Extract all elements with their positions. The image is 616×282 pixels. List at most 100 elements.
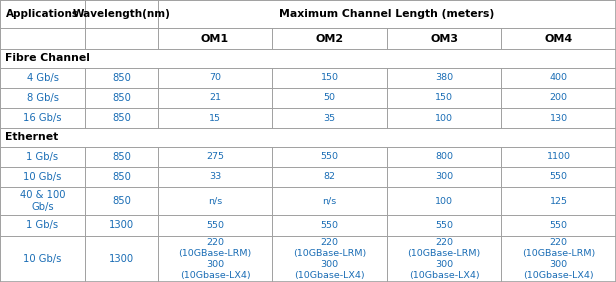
Bar: [158, 215, 272, 235]
Text: 850: 850: [112, 113, 131, 123]
Bar: [387, 187, 501, 215]
Text: 1300: 1300: [109, 254, 134, 264]
Bar: [501, 88, 616, 108]
Text: 130: 130: [549, 114, 568, 122]
Bar: [501, 28, 616, 49]
Bar: [0, 167, 85, 187]
Text: 1 Gb/s: 1 Gb/s: [26, 221, 59, 230]
Text: 850: 850: [112, 196, 131, 206]
Bar: [272, 88, 387, 108]
Bar: [0, 128, 616, 147]
Bar: [158, 28, 272, 49]
Text: 40 & 100
Gb/s: 40 & 100 Gb/s: [20, 190, 65, 212]
Text: OM3: OM3: [430, 34, 458, 44]
Text: 850: 850: [112, 93, 131, 103]
Bar: [272, 28, 387, 49]
Text: 10 Gb/s: 10 Gb/s: [23, 254, 62, 264]
Bar: [158, 0, 616, 28]
Bar: [501, 108, 616, 128]
Text: 800: 800: [435, 152, 453, 161]
Text: OM1: OM1: [201, 34, 229, 44]
Text: 850: 850: [112, 152, 131, 162]
Bar: [158, 68, 272, 88]
Bar: [0, 215, 85, 235]
Bar: [272, 167, 387, 187]
Text: Wavelength(nm): Wavelength(nm): [73, 9, 170, 19]
Bar: [0, 49, 616, 68]
Text: Applications: Applications: [6, 9, 79, 19]
Bar: [387, 167, 501, 187]
Bar: [501, 68, 616, 88]
Text: Ethernet: Ethernet: [5, 132, 58, 142]
Bar: [158, 147, 272, 167]
Bar: [272, 108, 387, 128]
Text: 70: 70: [209, 73, 221, 82]
Bar: [85, 88, 158, 108]
Bar: [387, 108, 501, 128]
Text: Fibre Channel: Fibre Channel: [5, 53, 90, 63]
Bar: [158, 235, 272, 282]
Bar: [85, 68, 158, 88]
Text: 550: 550: [320, 152, 339, 161]
Text: 220
(10GBase-LRM)
300
(10Gbase-LX4): 220 (10GBase-LRM) 300 (10Gbase-LX4): [293, 238, 366, 280]
Bar: [85, 215, 158, 235]
Bar: [387, 88, 501, 108]
Text: 15: 15: [209, 114, 221, 122]
Text: 150: 150: [320, 73, 339, 82]
Text: 50: 50: [323, 93, 336, 102]
Bar: [0, 147, 85, 167]
Text: 1100: 1100: [547, 152, 570, 161]
Text: 21: 21: [209, 93, 221, 102]
Text: 200: 200: [549, 93, 568, 102]
Bar: [0, 28, 85, 49]
Text: 550: 550: [435, 221, 453, 230]
Bar: [501, 235, 616, 282]
Bar: [85, 147, 158, 167]
Bar: [272, 215, 387, 235]
Text: 100: 100: [435, 197, 453, 206]
Bar: [158, 108, 272, 128]
Bar: [387, 68, 501, 88]
Text: 125: 125: [549, 197, 568, 206]
Text: 8 Gb/s: 8 Gb/s: [26, 93, 59, 103]
Bar: [272, 147, 387, 167]
Bar: [387, 235, 501, 282]
Bar: [85, 28, 158, 49]
Text: 550: 550: [549, 172, 568, 181]
Text: 275: 275: [206, 152, 224, 161]
Bar: [85, 235, 158, 282]
Bar: [501, 147, 616, 167]
Bar: [387, 147, 501, 167]
Bar: [0, 68, 85, 88]
Bar: [85, 0, 158, 28]
Text: 220
(10GBase-LRM)
300
(10Gbase-LX4): 220 (10GBase-LRM) 300 (10Gbase-LX4): [179, 238, 251, 280]
Bar: [501, 187, 616, 215]
Bar: [387, 28, 501, 49]
Bar: [272, 235, 387, 282]
Text: OM4: OM4: [545, 34, 573, 44]
Bar: [387, 215, 501, 235]
Text: 100: 100: [435, 114, 453, 122]
Text: 220
(10GBase-LRM)
300
(10Gbase-LX4): 220 (10GBase-LRM) 300 (10Gbase-LX4): [522, 238, 595, 280]
Text: 850: 850: [112, 73, 131, 83]
Text: 1 Gb/s: 1 Gb/s: [26, 152, 59, 162]
Text: 1300: 1300: [109, 221, 134, 230]
Bar: [158, 88, 272, 108]
Bar: [85, 167, 158, 187]
Bar: [272, 68, 387, 88]
Text: 33: 33: [209, 172, 221, 181]
Bar: [0, 187, 85, 215]
Text: 300: 300: [435, 172, 453, 181]
Bar: [85, 108, 158, 128]
Text: n/s: n/s: [208, 197, 222, 206]
Bar: [272, 187, 387, 215]
Bar: [0, 88, 85, 108]
Text: 16 Gb/s: 16 Gb/s: [23, 113, 62, 123]
Bar: [158, 167, 272, 187]
Text: n/s: n/s: [322, 197, 337, 206]
Bar: [501, 215, 616, 235]
Bar: [0, 235, 85, 282]
Text: 220
(10GBase-LRM)
300
(10Gbase-LX4): 220 (10GBase-LRM) 300 (10Gbase-LX4): [408, 238, 480, 280]
Text: OM2: OM2: [315, 34, 344, 44]
Text: 850: 850: [112, 172, 131, 182]
